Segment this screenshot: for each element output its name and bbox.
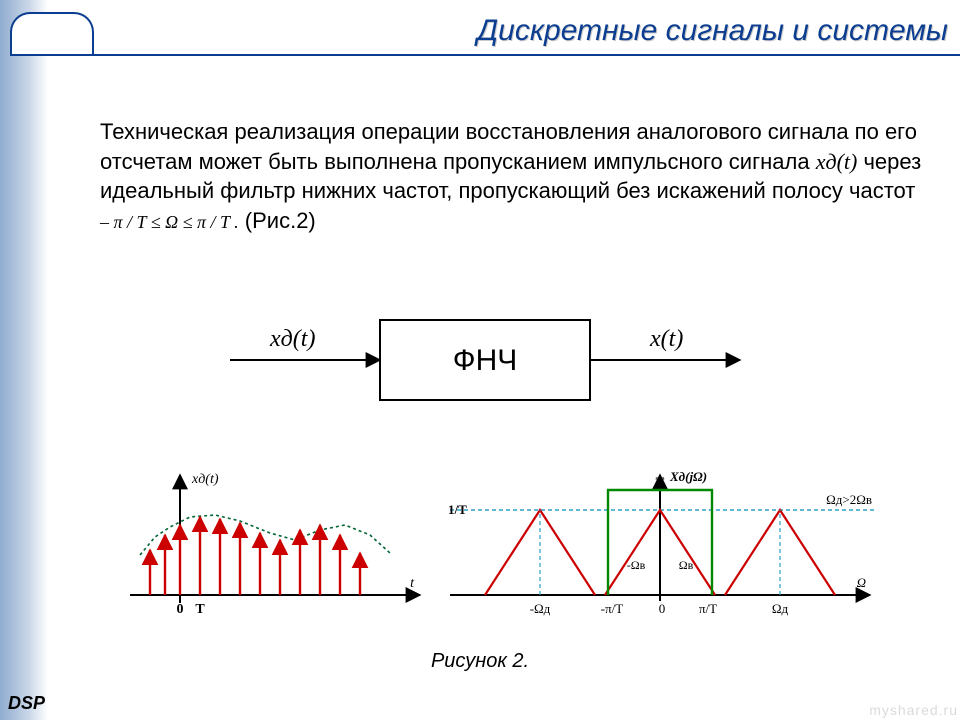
para-t1: Техническая реализация операции восстано… [100,119,917,174]
para-signal: xд(t) [816,149,858,174]
para-t3: (Рис.2) [239,208,316,233]
para-formula: – π / T ≤ Ω ≤ π / T . [100,210,239,234]
svg-text:-Ωд: -Ωд [530,601,551,616]
header: Дискретные сигналы и системы [477,6,960,56]
svg-text:0: 0 [659,601,666,616]
svg-text:t: t [410,576,415,591]
svg-text:x(t): x(t) [649,326,683,352]
svg-text:Xд(jΩ): Xд(jΩ) [669,469,707,484]
svg-text:-Ωв: -Ωв [627,558,646,572]
header-tab-shape [10,12,94,56]
paragraph: Техническая реализация операции восстано… [100,117,940,236]
svg-text:xд(t): xд(t) [269,326,315,352]
svg-text:Ωд>2Ωв: Ωд>2Ωв [826,492,872,507]
page-title: Дискретные сигналы и системы [477,14,948,48]
svg-text:T: T [195,602,205,617]
sidebar-gradient [0,0,48,720]
block-diagram: ФНЧ xд(t) x(t) [200,300,760,420]
svg-text:Ωв: Ωв [679,558,694,572]
svg-text:0: 0 [177,602,184,617]
svg-text:π/T: π/T [699,601,717,616]
signal-plots: 0Txд(t)t -Ωд-π/T0π/TΩд-ΩвΩвXд(jΩ)ΩT1/TΩд… [120,455,880,645]
dsp-label: DSP [8,693,45,714]
watermark: myshared.ru [869,702,958,718]
svg-text:-π/T: -π/T [601,601,624,616]
svg-text:1/T: 1/T [448,502,467,517]
svg-text:xд(t): xд(t) [191,472,219,487]
svg-text:ФНЧ: ФНЧ [453,344,517,377]
content: Техническая реализация операции восстано… [100,95,940,258]
svg-text:Ω: Ω [857,575,866,590]
figure-caption: Рисунок 2. [0,650,960,673]
svg-text:T: T [656,474,665,489]
svg-text:Ωд: Ωд [772,601,789,616]
